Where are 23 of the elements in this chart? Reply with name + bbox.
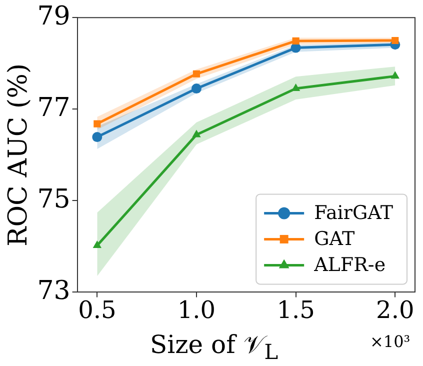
y-tick-label: 79 xyxy=(37,1,70,32)
legend-label: GAT xyxy=(314,228,355,250)
point xyxy=(191,84,202,94)
y-tick-label: 73 xyxy=(37,276,70,306)
x-tick-label: 0.5 xyxy=(78,296,116,324)
point xyxy=(192,130,201,138)
x-tick-label: 1.5 xyxy=(276,296,315,324)
point xyxy=(94,120,101,128)
y-axis-title: ROC AUC (%) xyxy=(3,63,34,246)
x-tick-label: 2.0 xyxy=(376,296,414,324)
point xyxy=(92,240,102,248)
x-axis-title: Size of 𝒱$_{L}$ xyxy=(150,330,278,364)
text: ×10³ xyxy=(370,332,410,351)
point xyxy=(392,36,399,44)
legend-label: ALFR-e xyxy=(313,254,386,276)
point xyxy=(390,71,400,79)
y-tick-label: 77 xyxy=(37,92,70,123)
y-tick-label: 75 xyxy=(37,184,70,214)
point xyxy=(92,132,102,142)
point xyxy=(292,37,300,44)
x-tick-label: 1.0 xyxy=(177,296,216,324)
legend-label: FairGAT xyxy=(314,202,394,224)
point xyxy=(192,70,200,78)
